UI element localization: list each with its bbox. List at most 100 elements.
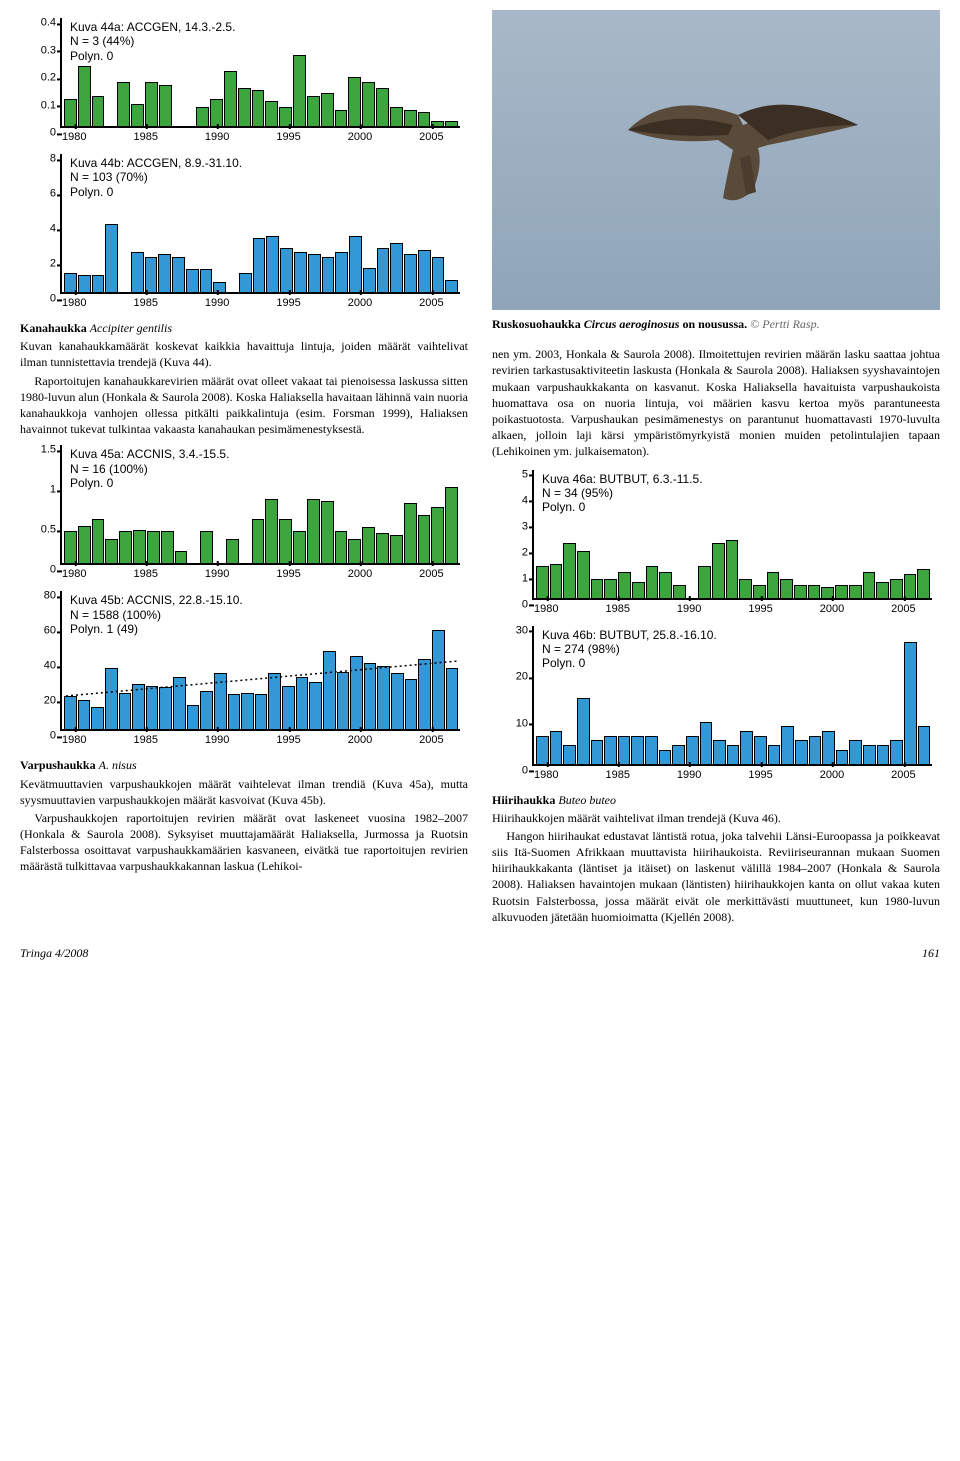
bar — [618, 572, 631, 598]
bar — [631, 736, 644, 764]
x-tick: 1990 — [205, 296, 229, 311]
x-tick: 1985 — [133, 567, 157, 582]
bar — [213, 282, 226, 293]
bar — [646, 566, 659, 597]
varpushaukka-head: Varpushaukka — [20, 758, 96, 772]
bar — [363, 268, 376, 293]
bar — [161, 531, 174, 563]
bar — [849, 585, 862, 598]
bar — [64, 99, 77, 127]
bar — [131, 104, 144, 126]
x-tick: 2000 — [820, 768, 844, 783]
bar — [917, 569, 930, 598]
hiirihaukka-p2: Hangon hiirihaukat edustavat läntistä ro… — [492, 828, 940, 925]
bar — [445, 121, 458, 127]
bar — [362, 527, 375, 563]
bar — [767, 572, 780, 598]
bar — [604, 736, 617, 764]
caption-credit: © Pertti Rasp. — [750, 317, 819, 331]
bar — [863, 572, 876, 598]
bar — [446, 668, 459, 729]
bar — [196, 107, 209, 126]
x-tick: 1990 — [677, 768, 701, 783]
bar — [239, 273, 252, 292]
bar — [214, 673, 227, 729]
bar — [890, 579, 903, 597]
caption-scientific: Circus aeroginosus — [584, 317, 680, 331]
bar — [809, 736, 822, 764]
bar — [252, 519, 265, 563]
x-tick: 1995 — [748, 602, 772, 617]
bar — [78, 275, 91, 293]
bar — [105, 539, 118, 563]
plot-area: 020406080 — [60, 591, 460, 731]
y-tick: 2 — [494, 545, 528, 560]
x-tick: 1990 — [205, 733, 229, 748]
bar — [158, 254, 171, 293]
y-tick: 0.1 — [22, 98, 56, 113]
bar — [577, 551, 590, 598]
y-tick: 80 — [22, 589, 56, 604]
chart-45a: Kuva 45a: ACCNIS, 3.4.-15.5. N = 16 (100… — [20, 445, 468, 583]
bar — [550, 564, 563, 598]
y-tick: 20 — [494, 670, 528, 685]
footer-right: 161 — [922, 945, 940, 961]
y-tick: 30 — [494, 623, 528, 638]
bar — [591, 740, 604, 763]
bar — [822, 731, 835, 764]
bar — [255, 694, 268, 729]
bar — [376, 88, 389, 127]
y-tick: 20 — [22, 694, 56, 709]
bar — [133, 530, 146, 564]
bar — [293, 531, 306, 563]
y-tick: 0 — [22, 729, 56, 744]
x-tick: 2000 — [348, 567, 372, 582]
y-tick: 1.5 — [22, 443, 56, 458]
bar — [64, 531, 77, 563]
bar — [362, 82, 375, 126]
bar — [117, 82, 130, 126]
bar — [350, 656, 363, 730]
bar — [364, 663, 377, 730]
bar — [740, 731, 753, 764]
bar — [92, 96, 105, 126]
y-tick: 0 — [494, 763, 528, 778]
x-tick: 2005 — [891, 602, 915, 617]
y-tick: 0 — [494, 597, 528, 612]
bar — [307, 96, 320, 126]
bar — [418, 112, 431, 126]
bar — [159, 687, 172, 729]
x-tick: 1990 — [677, 602, 701, 617]
hiirihaukka-head: Hiirihaukka — [492, 793, 555, 807]
bar — [445, 280, 458, 292]
bar — [550, 731, 563, 764]
bar — [349, 236, 362, 292]
bar — [321, 501, 334, 563]
hiirihaukka-p1: Hiirihaukkojen määrät vaihtelivat ilman … — [492, 810, 940, 826]
bar — [294, 252, 307, 292]
bar — [632, 582, 645, 598]
y-tick: 0.5 — [22, 523, 56, 538]
y-tick: 4 — [22, 222, 56, 237]
y-tick: 40 — [22, 659, 56, 674]
bar — [780, 579, 793, 597]
hiirihaukka-scientific: Buteo buteo — [558, 793, 616, 807]
hiirihaukka-section: Hiirihaukka Buteo buteo Hiirihaukkojen m… — [492, 792, 940, 926]
bar — [226, 539, 239, 563]
x-tick: 2005 — [891, 768, 915, 783]
bar — [105, 668, 118, 729]
bar — [241, 693, 254, 730]
bar — [604, 579, 617, 597]
x-tick: 1980 — [62, 567, 86, 582]
page-footer: Tringa 4/2008 161 — [20, 945, 940, 961]
bar — [252, 90, 265, 126]
y-tick: 1 — [494, 571, 528, 586]
bar — [390, 535, 403, 563]
bar — [296, 677, 309, 730]
x-tick: 1980 — [534, 768, 558, 783]
bar — [145, 82, 158, 126]
x-axis: 198019851990199520002005 — [60, 128, 460, 146]
kanahaukka-head: Kanahaukka — [20, 321, 87, 335]
bar — [224, 71, 237, 126]
x-tick: 2000 — [348, 296, 372, 311]
